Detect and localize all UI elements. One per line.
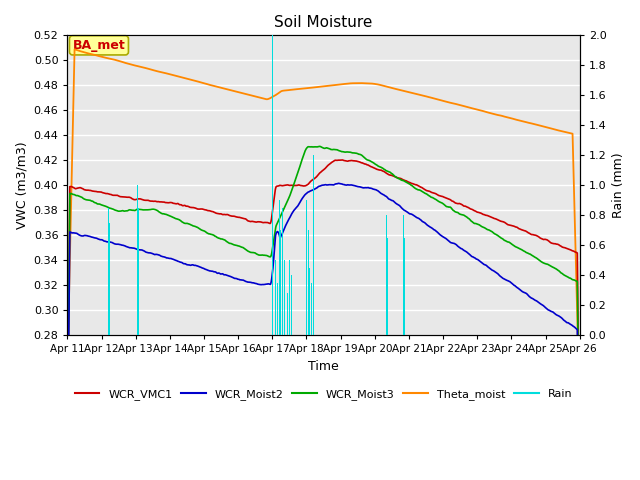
Bar — [313, 155, 314, 335]
Bar — [289, 260, 290, 335]
Bar — [291, 275, 292, 335]
Bar — [404, 238, 405, 335]
Text: BA_met: BA_met — [72, 39, 125, 52]
Bar — [282, 208, 283, 335]
Bar — [285, 283, 287, 335]
Bar — [279, 200, 280, 335]
Title: Soil Moisture: Soil Moisture — [275, 15, 372, 30]
Bar — [274, 245, 275, 335]
Bar — [280, 230, 282, 335]
Bar — [272, 36, 273, 335]
X-axis label: Time: Time — [308, 360, 339, 372]
Bar — [403, 215, 404, 335]
Bar — [311, 283, 312, 335]
Bar — [137, 185, 138, 335]
Bar — [287, 293, 288, 335]
Bar — [108, 208, 109, 335]
Bar — [275, 260, 276, 335]
Bar — [306, 200, 307, 335]
Bar — [284, 260, 285, 335]
Bar — [387, 238, 388, 335]
Y-axis label: Rain (mm): Rain (mm) — [612, 152, 625, 218]
Legend: WCR_VMC1, WCR_Moist2, WCR_Moist3, Theta_moist, Rain: WCR_VMC1, WCR_Moist2, WCR_Moist3, Theta_… — [70, 384, 577, 404]
Bar — [138, 208, 139, 335]
Y-axis label: VWC (m3/m3): VWC (m3/m3) — [15, 141, 28, 229]
Bar — [277, 283, 278, 335]
